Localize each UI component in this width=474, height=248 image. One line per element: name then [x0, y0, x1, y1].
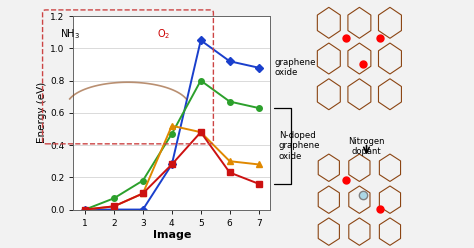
Text: N-doped
graphene
oxide: N-doped graphene oxide — [279, 131, 320, 161]
Y-axis label: Energy (eV): Energy (eV) — [37, 82, 47, 143]
Text: NH$_3$: NH$_3$ — [60, 27, 81, 41]
Text: graphene
oxide: graphene oxide — [274, 58, 316, 77]
Text: Nitrogen
dopant: Nitrogen dopant — [348, 137, 385, 156]
Text: O$_2$: O$_2$ — [157, 27, 170, 41]
X-axis label: Image: Image — [153, 230, 191, 240]
